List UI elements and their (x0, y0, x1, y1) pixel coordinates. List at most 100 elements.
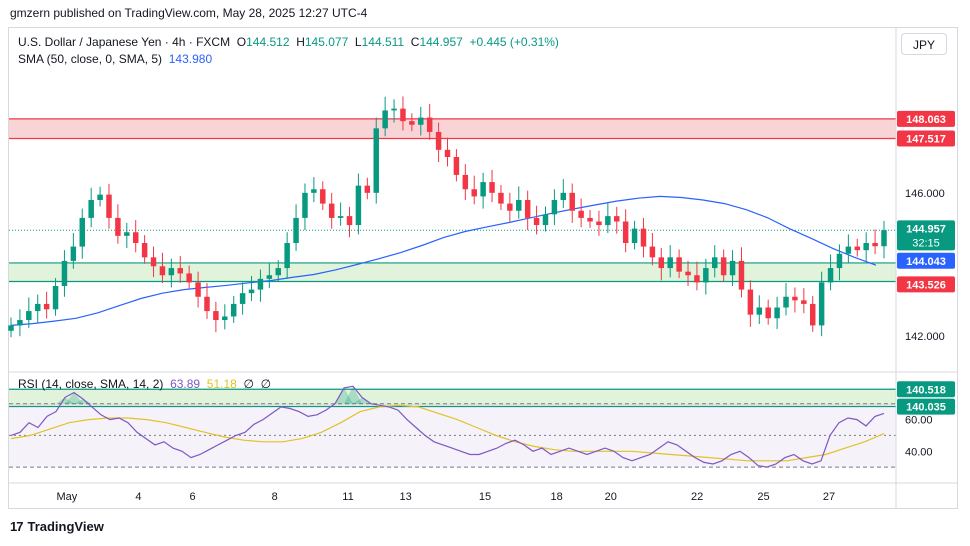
candle-body (507, 203, 513, 211)
label-sup2-bottom-bg (897, 398, 955, 415)
label-sup2-bottom-text: 140.035 (906, 402, 946, 414)
symbol-title: U.S. Dollar / Japanese Yen · 4h · FXCM (18, 35, 231, 49)
candle-body (266, 275, 273, 279)
candle (507, 192, 513, 222)
candle-body (694, 275, 700, 283)
currency-button[interactable]: JPY (901, 33, 947, 55)
candle (159, 252, 166, 284)
candle-body (524, 200, 531, 218)
candle-body (355, 185, 362, 226)
change-value: +0.445 (+0.31%) (469, 35, 559, 49)
candle (747, 280, 754, 327)
candle (177, 255, 183, 283)
symbol-legend[interactable]: U.S. Dollar / Japanese Yen · 4h · FXCM O… (18, 35, 559, 49)
candle-body (747, 289, 754, 315)
candle-body (302, 192, 308, 218)
candle-body (542, 214, 549, 226)
candle-body (480, 182, 486, 197)
close-label: C (410, 35, 420, 49)
candle-body (596, 221, 602, 226)
candle-body (177, 268, 183, 274)
candle-body (97, 194, 103, 200)
candle (61, 250, 68, 297)
rsi-value: 63.89 (170, 377, 201, 391)
candle-body (409, 121, 415, 125)
candle-body (186, 273, 192, 283)
candle-body (560, 192, 567, 200)
candle-body (284, 243, 290, 269)
time-tick-label: 6 (190, 491, 196, 503)
candle (320, 181, 326, 211)
candle (658, 248, 665, 281)
time-tick-label: 27 (823, 491, 835, 503)
candle-body (70, 246, 77, 261)
candle-body (141, 243, 148, 258)
candle-body (818, 282, 825, 326)
price-labels: 148.063 147.517 144.043 143.526 140.518 140.0… (897, 110, 955, 415)
candle-body (810, 303, 816, 326)
candle (204, 283, 210, 319)
rsi-legend[interactable]: RSI (14, close, SMA, 14, 2) 63.89 51.18 … (18, 377, 271, 391)
candle-body (631, 228, 638, 243)
candle-body (703, 268, 709, 283)
candle (462, 164, 469, 200)
rsi-label: RSI (14, close, SMA, 14, 2) (18, 377, 164, 391)
time-tick-label: 18 (551, 491, 563, 503)
candle (418, 106, 424, 136)
candle (266, 263, 273, 289)
candle (524, 190, 531, 231)
zones-layer (9, 118, 896, 408)
sma-label: SMA (50, close, 0, SMA, 5) (18, 52, 163, 66)
candle (480, 172, 486, 209)
candle-body (391, 108, 397, 111)
label-last-price-bg (897, 220, 955, 251)
sma-value: 143.980 (168, 52, 213, 66)
candle (141, 235, 148, 264)
tradingview-logo[interactable]: 17 TradingView (10, 519, 104, 534)
high-value: 145.077 (304, 35, 349, 49)
candle-body (845, 246, 852, 254)
candle (792, 287, 798, 313)
candle-body (622, 221, 629, 243)
label-sma-text: 144.043 (906, 256, 946, 268)
candle-body (827, 268, 834, 283)
candle (694, 261, 700, 291)
candle-body (8, 325, 14, 331)
candle (43, 291, 50, 319)
candle-body (328, 203, 335, 218)
candle-body (765, 307, 771, 319)
candle (685, 260, 691, 286)
candle-body (248, 289, 255, 294)
candle-body (605, 216, 611, 226)
candle-body (320, 189, 326, 204)
time-tick-label: 4 (135, 491, 141, 503)
candle-body (676, 257, 682, 272)
rsi-extra-1: ∅ (243, 377, 254, 391)
candle-body (712, 257, 718, 269)
rsi-pane (9, 385, 896, 468)
candle (355, 173, 362, 235)
rsi-overbought-fill (56, 397, 74, 404)
zone-1 (9, 262, 896, 282)
candle (738, 247, 745, 298)
candle (631, 220, 638, 250)
candle-body (667, 257, 673, 269)
candle-body (551, 200, 558, 215)
open-value: 144.512 (246, 35, 290, 49)
time-tick-label: 20 (605, 491, 617, 503)
candle (124, 222, 130, 249)
sma-legend[interactable]: SMA (50, close, 0, SMA, 5) 143.980 (18, 52, 212, 66)
candle (382, 96, 388, 137)
time-tick-label: 15 (479, 491, 491, 503)
candle (373, 117, 379, 204)
candle (587, 210, 593, 228)
candle (248, 275, 255, 302)
candle (8, 317, 14, 338)
candle (453, 149, 460, 182)
candle (17, 309, 23, 337)
candle-body (640, 228, 647, 247)
time-tick-label: 8 (272, 491, 278, 503)
candle-body (863, 243, 869, 251)
candle-body (418, 117, 424, 125)
